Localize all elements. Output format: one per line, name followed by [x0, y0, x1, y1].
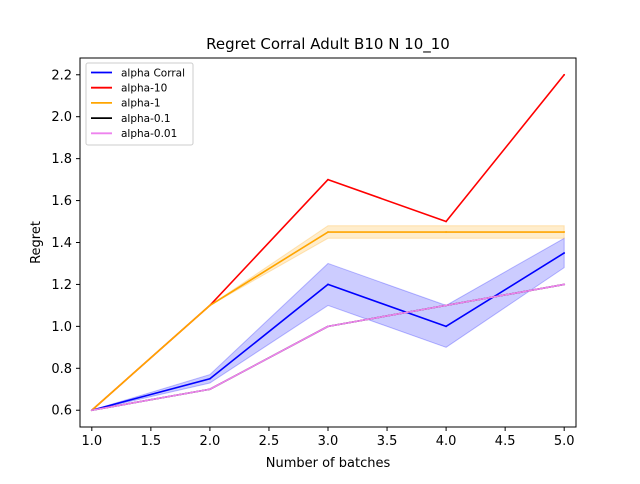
y-tick-label: 2.0 [51, 110, 72, 125]
y-tick-label: 0.6 [51, 404, 72, 419]
data-point-alpha-10 [445, 220, 447, 223]
legend-label-alpha-corral: alpha Corral [121, 67, 185, 79]
x-tick-label: 2.5 [259, 434, 280, 449]
data-point-alpha-corral [445, 325, 447, 328]
data-point-alpha-0-01 [563, 283, 566, 286]
y-axis-ticks: 0.6 0.8 1.0 1.2 1.4 1.6 1.8 2.0 2.2 [51, 68, 80, 419]
data-point-alpha-0-01 [90, 409, 93, 412]
data-point-alpha-0-01 [209, 388, 211, 391]
x-axis-label: Number of batches [266, 456, 391, 471]
y-tick-label: 1.4 [51, 236, 72, 251]
y-tick-label: 2.2 [51, 68, 72, 83]
band-alpha-corral [91, 237, 565, 411]
x-tick-label: 3.5 [377, 434, 398, 449]
legend-label-alpha-0-1: alpha-0.1 [121, 113, 171, 125]
x-tick-label: 1.5 [141, 434, 162, 449]
chart-title: Regret Corral Adult B10 N 10_10 [206, 35, 450, 54]
y-tick-label: 1.2 [51, 278, 72, 293]
data-point-alpha-10 [563, 73, 566, 76]
data-point-alpha-1 [209, 304, 211, 307]
data-point-alpha-1 [327, 231, 329, 233]
data-point-alpha-1 [563, 231, 566, 233]
legend-label-alpha-1: alpha-1 [121, 98, 161, 110]
data-point-alpha-corral [563, 252, 566, 254]
series-lines [90, 73, 566, 412]
x-tick-label: 4.5 [495, 434, 516, 449]
x-tick-label: 4.0 [436, 434, 457, 449]
data-point-alpha-corral [327, 283, 329, 286]
legend-label-alpha-0-01: alpha-0.01 [121, 128, 177, 140]
y-tick-label: 0.8 [51, 362, 72, 377]
y-tick-label: 1.8 [51, 152, 72, 167]
x-tick-label: 1.0 [81, 434, 102, 449]
data-point-alpha-0-01 [327, 325, 329, 328]
x-tick-label: 3.0 [318, 434, 339, 449]
y-tick-label: 1.6 [51, 194, 72, 209]
band-alpha-1 [91, 225, 565, 411]
y-tick-label: 1.0 [51, 320, 72, 335]
y-axis-label: Regret [29, 221, 44, 264]
x-axis-ticks: 1.0 1.5 2.0 2.5 3.0 3.5 4.0 4.5 5.0 [81, 427, 575, 449]
data-point-alpha-corral [209, 377, 211, 380]
confidence-bands [91, 225, 565, 411]
legend-label-alpha-10: alpha-10 [121, 83, 167, 95]
x-tick-label: 5.0 [554, 434, 575, 449]
data-point-alpha-0-01 [445, 304, 447, 307]
data-point-alpha-10 [327, 178, 329, 181]
series-line-alpha-1 [91, 231, 565, 411]
data-point-alpha-1 [445, 231, 447, 233]
legend-box [85, 62, 194, 146]
legend: alpha Corral alpha-10 alpha-1 alpha-0.1 alph… [85, 62, 194, 146]
x-tick-label: 2.0 [200, 434, 221, 449]
